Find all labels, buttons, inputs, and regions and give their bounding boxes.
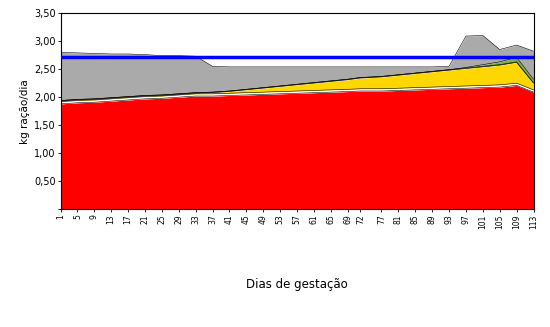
Text: Dias de gestação: Dias de gestação bbox=[246, 278, 348, 291]
Y-axis label: kg ração/dia: kg ração/dia bbox=[20, 79, 30, 144]
